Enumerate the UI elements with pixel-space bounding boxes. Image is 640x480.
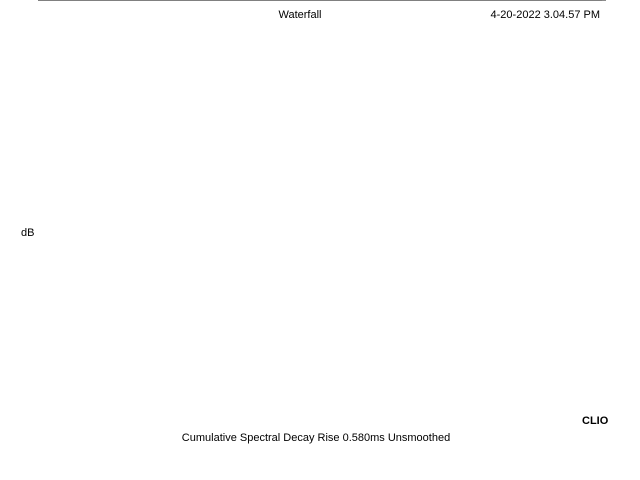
y-tick-label: -10 (18, 0, 34, 3)
x-tick-label: 200 (33, 0, 51, 3)
axis-ticks: 0-5-10-15-20-25200 1k 10k 20k Hz 0.01.32.74.… (18, 0, 623, 3)
y-tick-label: -15 (18, 0, 34, 3)
x-tick-label: 20k Hz (522, 0, 556, 3)
y-tick-label: -25 (18, 0, 34, 3)
z-tick-label: 2.7 (572, 0, 587, 3)
x-tick-label: 10k (463, 0, 481, 3)
chart-subtitle: Cumulative Spectral Decay Rise 0.580ms U… (182, 432, 450, 444)
y-axis-label: dB (21, 227, 34, 239)
z-tick-label: 1.3 (590, 0, 605, 3)
y-tick-label: 0 (28, 0, 34, 3)
y-tick-label: -5 (24, 0, 34, 3)
timestamp: 4-20-2022 3.04.57 PM (491, 9, 600, 21)
x-tick-label: 1k (213, 0, 225, 3)
z-tick-label: 4.0 ms (554, 0, 588, 3)
z-tick-label: 0.0 (608, 0, 623, 3)
chart-title: Waterfall (279, 9, 322, 21)
y-tick-label: -20 (18, 0, 34, 3)
brand-label: CLIO (582, 415, 609, 427)
